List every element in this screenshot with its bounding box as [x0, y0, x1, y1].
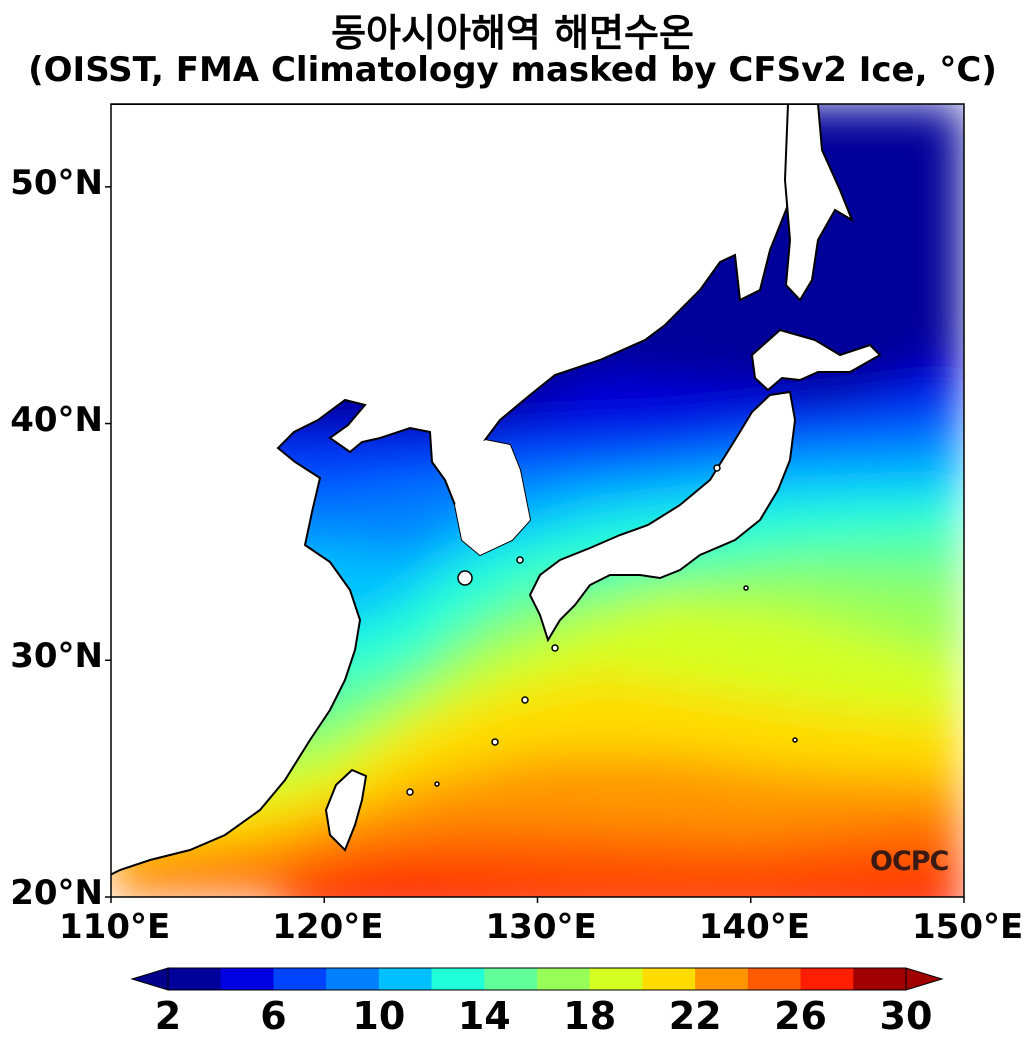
- lon-tick-label: 110°E: [59, 907, 171, 947]
- colorbar: [130, 967, 944, 991]
- sst-band-12: [281, 873, 964, 897]
- longitude-ticks: [110, 897, 965, 903]
- lon-tick-label: 150°E: [912, 907, 1024, 947]
- colorbar-extend-min: [130, 967, 169, 991]
- island: [551, 644, 559, 652]
- lon-tick-label: 130°E: [485, 907, 597, 947]
- colorbar-swatch: [220, 968, 274, 990]
- honshu-land: [528, 390, 797, 643]
- island: [743, 585, 749, 591]
- colorbar-swatch: [853, 968, 907, 990]
- colorbar-extend-max: [905, 967, 944, 991]
- colorbar-outline: [167, 967, 907, 991]
- map-subtitle: (OISST, FMA Climatology masked by CFSv2 …: [28, 50, 997, 90]
- lat-tick-label: 30°N: [10, 636, 103, 677]
- colorbar-tick-label: 18: [563, 994, 617, 1038]
- lat-tick-label: 40°N: [10, 399, 103, 440]
- colorbar-swatch: [589, 968, 643, 990]
- land-mask: [111, 104, 882, 876]
- colorbar-swatch: [695, 968, 749, 990]
- korea-land: [455, 440, 530, 555]
- colorbar-swatch: [800, 968, 854, 990]
- colorbar-swatch: [326, 968, 380, 990]
- island: [434, 781, 440, 787]
- island: [792, 737, 798, 743]
- island: [713, 464, 721, 472]
- colorbar-tick-label: 14: [457, 994, 511, 1038]
- colorbar-swatch: [431, 968, 485, 990]
- colorbar-tick-label: 26: [774, 994, 828, 1038]
- ocpc-logo: OCPC: [870, 846, 949, 877]
- colorbar-tick-label: 6: [260, 994, 287, 1038]
- colorbar-swatch: [168, 968, 222, 990]
- colorbar-swatch: [642, 968, 696, 990]
- sakhalin-land: [783, 104, 855, 302]
- colorbar-swatch: [273, 968, 327, 990]
- colorbar-tick-label: 2: [154, 994, 182, 1038]
- colorbar-swatch: [747, 968, 802, 990]
- colorbar-tick-label: 10: [352, 994, 406, 1038]
- island: [406, 788, 414, 796]
- colorbar-tick-label: 22: [668, 994, 722, 1038]
- island: [491, 738, 499, 746]
- lon-tick-label: 120°E: [272, 907, 384, 947]
- map-title: 동아시아해역 해면수온: [331, 11, 694, 55]
- island: [521, 696, 529, 704]
- lat-tick-label: 50°N: [10, 162, 103, 203]
- latitude-ticks: [105, 186, 111, 898]
- colorbar-swatch: [484, 968, 538, 990]
- island: [457, 570, 473, 586]
- colorbar-tick-label: 30: [879, 994, 933, 1038]
- continent-land: [111, 104, 802, 876]
- lat-tick-label: 20°N: [10, 873, 103, 913]
- taiwan-land: [324, 768, 368, 852]
- sst-band-11: [111, 821, 964, 897]
- colorbar-swatch: [537, 968, 591, 990]
- hokkaido-land: [750, 328, 882, 392]
- colorbar-swatch: [378, 968, 433, 990]
- lon-tick-label: 140°E: [698, 907, 810, 947]
- island: [516, 556, 524, 564]
